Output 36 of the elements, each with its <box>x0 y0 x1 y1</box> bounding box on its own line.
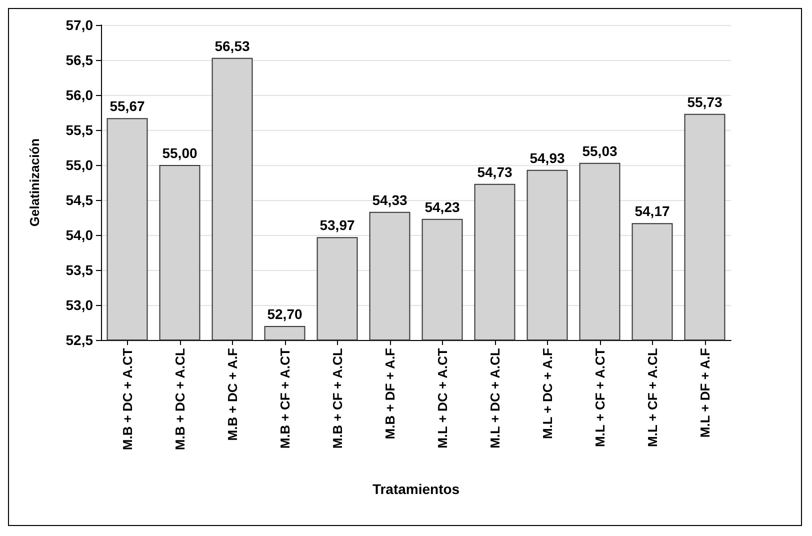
data-label: 54,17 <box>634 203 670 220</box>
x-axis-title: Tratamientos <box>372 481 460 497</box>
y-tick-label: 53,0 <box>66 297 94 313</box>
data-label: 55,67 <box>110 98 145 114</box>
x-tick-label: M.L + CF + A.CL <box>644 348 660 447</box>
data-label: 55,03 <box>582 142 618 159</box>
x-tick-label: M.L + DC + A.CL <box>487 348 502 448</box>
y-tick-label: 55,0 <box>66 157 94 173</box>
y-tick-label: 54,5 <box>66 192 94 208</box>
x-tick-label: M.L + DF + A.F <box>697 348 712 438</box>
x-tick-label: M.L + DC + A.CT <box>434 348 450 448</box>
y-tick-label: 56,0 <box>66 87 94 103</box>
data-label: 53,97 <box>320 217 355 234</box>
y-tick-label: 53,5 <box>66 262 94 278</box>
x-tick-label: M.B + DC + A.CT <box>120 348 135 450</box>
y-tick-label: 56,5 <box>66 52 94 68</box>
x-tick-label: M.L + CF + A.CT <box>592 348 608 447</box>
data-label: 54,93 <box>530 150 565 166</box>
x-tick-label: M.B + DC + A.CL <box>172 348 188 450</box>
data-label: 54,73 <box>477 164 512 180</box>
x-tick-label: M.B + DF + A.F <box>382 348 398 440</box>
y-tick-label: 57,0 <box>66 17 94 33</box>
data-label: 52,70 <box>267 306 302 322</box>
data-label: 55,73 <box>687 94 722 110</box>
y-tick-label: 55,5 <box>66 122 94 138</box>
data-label: 56,53 <box>214 38 250 54</box>
data-label: 55,00 <box>162 145 198 161</box>
x-tick-label: M.B + CF + A.CL <box>330 348 345 449</box>
data-label: 54,33 <box>372 192 408 208</box>
x-tick-label: M.B + DC + A.F <box>224 348 240 441</box>
y-tick-label: 54,0 <box>66 227 94 243</box>
data-label: 54,23 <box>424 198 460 215</box>
x-tick-label: M.L + DC + A.F <box>540 348 555 440</box>
x-tick-label: M.B + CF + A.CT <box>277 348 292 449</box>
y-tick-label: 52,5 <box>66 332 94 348</box>
y-axis-title: Gelatinización <box>27 138 42 227</box>
